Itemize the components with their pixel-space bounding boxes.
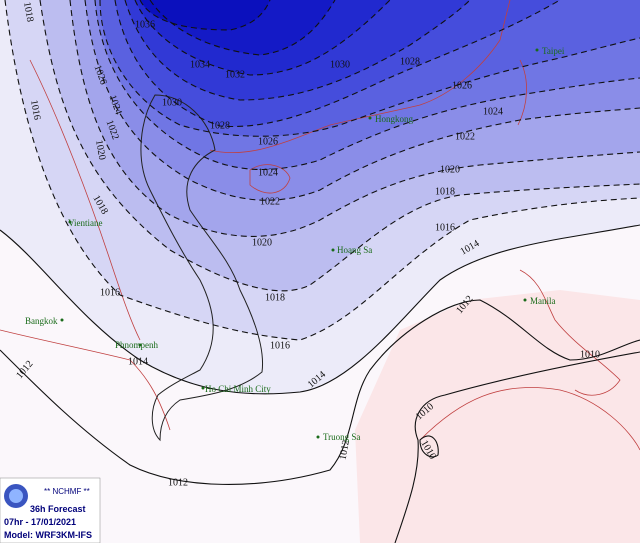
- isobar-label: 1032: [225, 69, 245, 80]
- isobar-label: 1020: [93, 139, 107, 161]
- isobar-label: 1026: [258, 136, 278, 147]
- coastline: [209, 0, 511, 154]
- isobar-label: 1020: [440, 164, 460, 175]
- isobar-label: 1030: [162, 97, 182, 108]
- city-dot: [368, 116, 372, 120]
- isobar: [139, 0, 271, 31]
- isobar-label: 1036: [135, 19, 155, 30]
- isobar-label: 1024: [483, 106, 503, 117]
- city-label: Truong Sa: [323, 432, 360, 442]
- city-dot: [68, 220, 72, 224]
- isobar: [124, 0, 471, 101]
- isobar: [134, 0, 391, 76]
- city-label: Taipei: [542, 46, 565, 56]
- city-dot: [201, 386, 205, 390]
- isobar: [0, 224, 640, 395]
- isobar-label: 1030: [330, 59, 350, 70]
- isobar: [99, 0, 640, 137]
- isobar-label: 1022: [455, 131, 475, 142]
- coastline: [419, 387, 640, 451]
- isobar: [69, 0, 640, 237]
- isobar: [94, 0, 640, 171]
- isobar: [4, 0, 640, 341]
- isobar-label: 1012: [168, 477, 188, 488]
- isobar-label: 1022: [260, 196, 280, 207]
- isobar-label: 1020: [252, 237, 272, 248]
- isobar: [394, 351, 640, 543]
- isobar-label: 1016: [28, 99, 42, 121]
- coastline: [517, 59, 527, 126]
- isobar-label: 1018: [435, 186, 455, 197]
- isobar-label: 1018: [265, 292, 285, 303]
- coastline: [29, 59, 141, 341]
- coastline: [249, 164, 291, 194]
- city-dot: [535, 48, 539, 52]
- model: Model: WRF3KM-IFS: [4, 530, 92, 540]
- isobar: [84, 0, 640, 201]
- isobar-label: 1016: [270, 340, 290, 351]
- city-label: Ho Chi Minh City: [205, 384, 271, 394]
- isobar-label: 1016: [435, 222, 455, 233]
- isobar-label: 1028: [210, 120, 230, 131]
- pressure-bands: [0, 0, 640, 394]
- isobar-label: 1014: [128, 356, 148, 367]
- forecast-time: 07hr - 17/01/2021: [4, 517, 76, 527]
- isobar: [419, 435, 439, 458]
- info-box: ** NCHMF ** 36h Forecast 07hr - 17/01/20…: [0, 477, 101, 543]
- city-dot: [60, 318, 64, 322]
- isobar-label: 1024: [258, 167, 278, 178]
- city-dot: [331, 248, 335, 252]
- city-dot: [138, 343, 142, 347]
- isobar: [0, 299, 640, 485]
- isobar-label: 1028: [400, 56, 420, 67]
- city-dot: [523, 298, 527, 302]
- isobar-label: 1012: [338, 439, 352, 461]
- low-pressure-area: [355, 290, 640, 543]
- isobar-label: 1034: [190, 59, 210, 70]
- city-label: Hongkong: [375, 114, 413, 124]
- coastlines: [0, 0, 640, 451]
- band: [140, 0, 270, 30]
- logo: [9, 489, 23, 503]
- city-label: Vientiane: [68, 218, 102, 228]
- isobar-label: 1026: [452, 80, 472, 91]
- city-dot: [316, 435, 320, 439]
- city-label: Hoang Sa: [337, 245, 372, 255]
- vietnam-outline: [140, 94, 264, 442]
- city-label: Bangkok: [25, 316, 58, 326]
- isobar: [39, 0, 640, 292]
- coastline: [0, 329, 171, 431]
- agency: ** NCHMF **: [44, 487, 90, 496]
- isobar: [114, 0, 561, 128]
- forecast-lead: 36h Forecast: [30, 504, 86, 514]
- isobar-label: 1018: [21, 1, 35, 23]
- isobar-label: 1016: [100, 287, 120, 298]
- isobar-label: 1010: [580, 349, 600, 360]
- coastline: [519, 269, 621, 396]
- places: Taipei Hongkong Vientiane Hoang Sa Manil…: [25, 46, 565, 442]
- city-label: Phnompenh: [115, 340, 159, 350]
- city-label: Manila: [530, 296, 556, 306]
